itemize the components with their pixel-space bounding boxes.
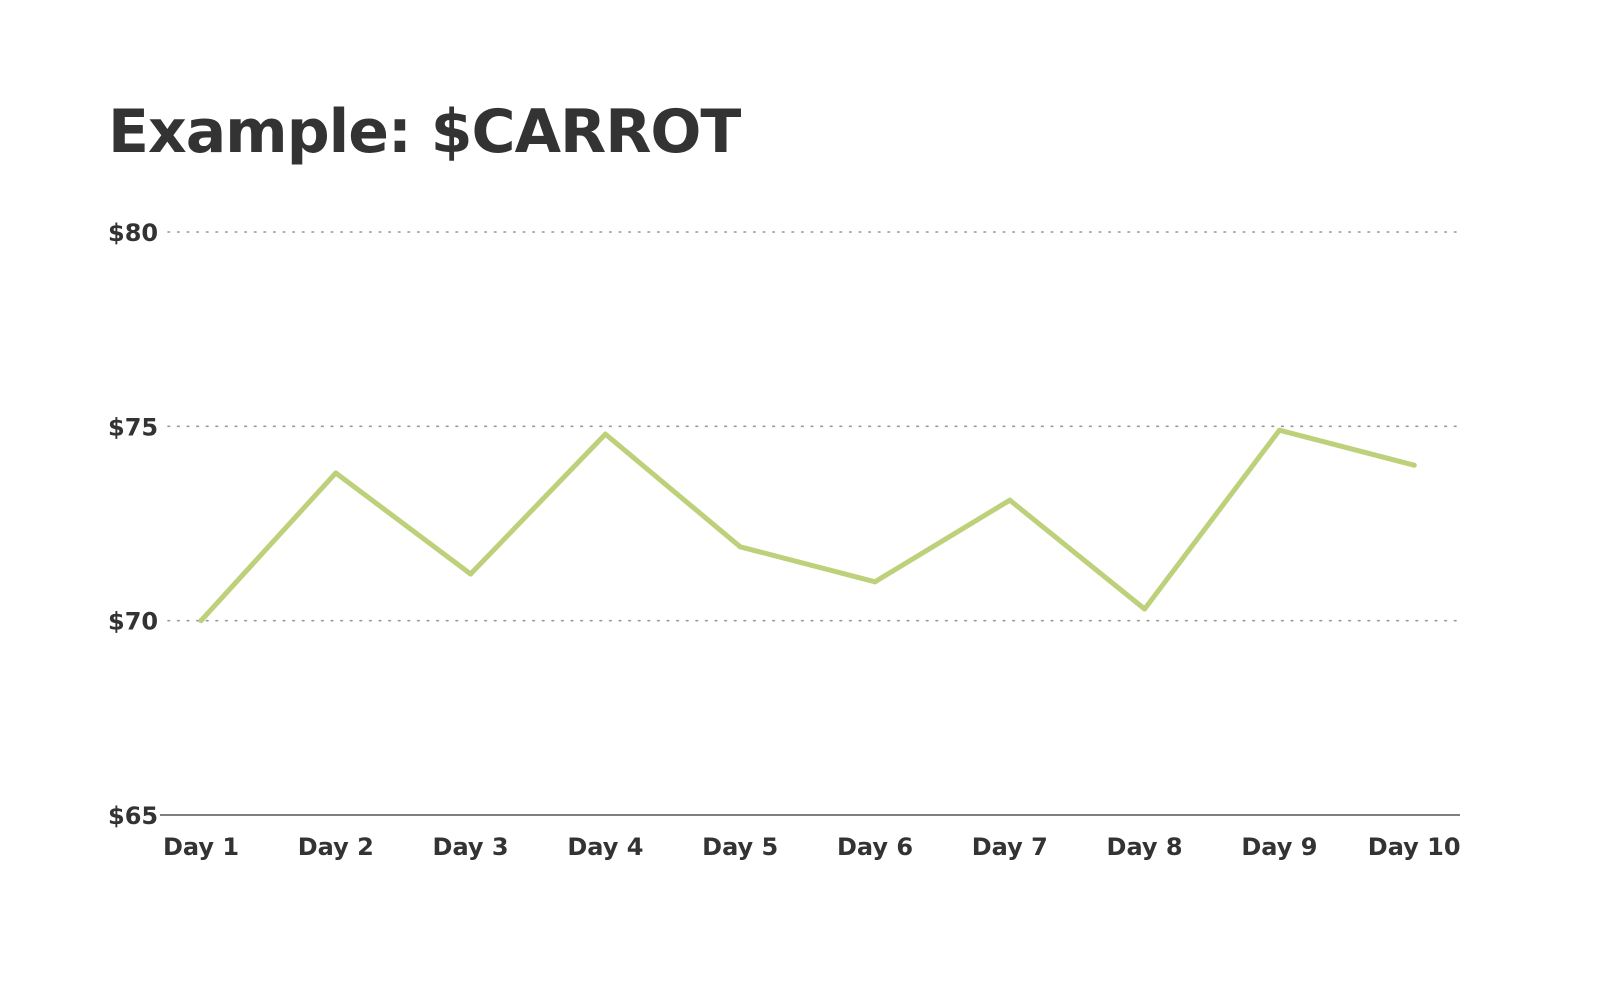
x-tick-label: Day 3: [433, 833, 509, 861]
data-point: [1007, 497, 1013, 503]
x-tick-label: Day 4: [567, 833, 643, 861]
data-point: [1276, 427, 1282, 433]
data-point: [737, 544, 743, 550]
y-tick-label: $65: [108, 802, 158, 830]
x-tick-label: Day 5: [702, 833, 778, 861]
x-tick-label: Day 10: [1368, 833, 1461, 861]
series-layer: [198, 427, 1417, 624]
data-point: [1411, 462, 1417, 468]
x-tick-label: Day 2: [298, 833, 374, 861]
data-point: [872, 579, 878, 585]
x-tick-label: Day 7: [972, 833, 1048, 861]
y-tick-label: $75: [108, 413, 158, 441]
y-tick-label: $80: [108, 219, 158, 247]
x-tick-label: Day 8: [1107, 833, 1183, 861]
x-tick-label: Day 9: [1241, 833, 1317, 861]
x-axis-labels: Day 1 Day 2 Day 3 Day 4 Day 5 Day 6 Day 7 Day 8…: [163, 833, 1461, 861]
x-tick-label: Day 1: [163, 833, 239, 861]
chart-title: Example: $CARROT: [108, 97, 741, 167]
data-point: [468, 571, 474, 577]
x-tick-label: Day 6: [837, 833, 913, 861]
data-point: [333, 470, 339, 476]
data-point: [602, 431, 608, 437]
grid-layer: [160, 231, 1461, 816]
series-line: [198, 427, 1417, 624]
data-point: [198, 618, 204, 624]
y-axis-labels: $65 $70 $75 $80: [108, 219, 158, 830]
data-point: [1142, 606, 1148, 612]
y-tick-label: $70: [108, 608, 158, 636]
